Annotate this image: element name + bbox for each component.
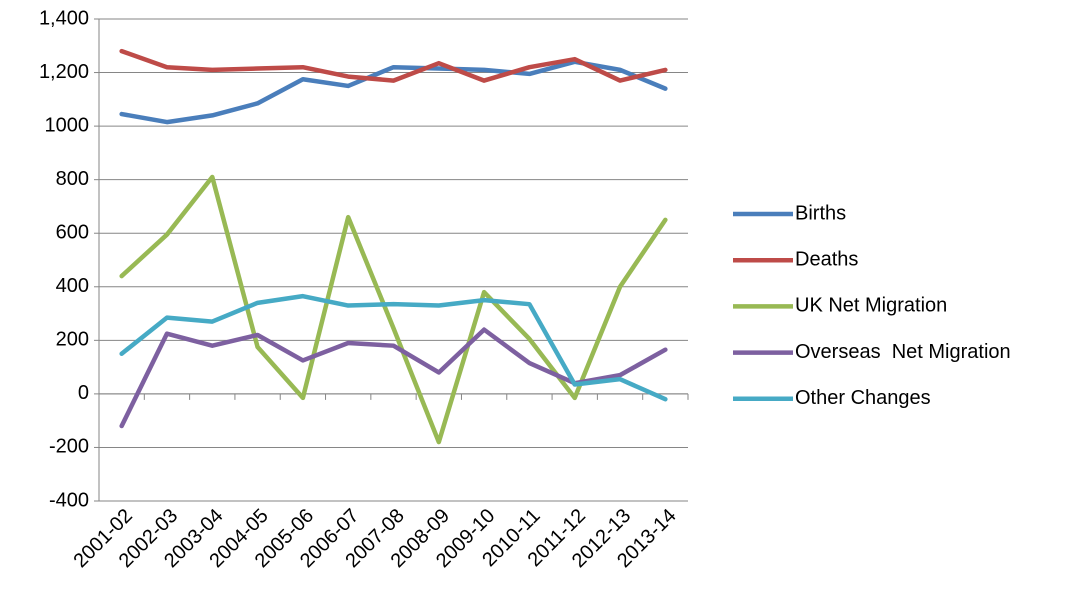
- y-tick-label: 1,400: [39, 7, 89, 29]
- y-tick-label: 400: [56, 275, 89, 297]
- series-line: [119, 293, 668, 402]
- y-tick-label: -200: [49, 436, 89, 458]
- y-tick-label: 0: [78, 382, 89, 404]
- series-line: [119, 48, 668, 83]
- series-line: [119, 174, 668, 445]
- y-tick-label: -400: [49, 489, 89, 511]
- series-line: [119, 59, 668, 125]
- y-tick-label: 1000: [45, 114, 90, 136]
- y-tick-label: 200: [56, 329, 89, 351]
- y-tick-label: 800: [56, 168, 89, 190]
- y-tick-label: 1,200: [39, 61, 89, 83]
- legend-label: Overseas Net Migration: [795, 341, 1011, 363]
- legend-label: Other Changes: [795, 387, 931, 409]
- legend-label: Births: [795, 202, 846, 224]
- legend-label: Deaths: [795, 248, 858, 270]
- legend-label: UK Net Migration: [795, 295, 947, 317]
- y-tick-label: 600: [56, 222, 89, 244]
